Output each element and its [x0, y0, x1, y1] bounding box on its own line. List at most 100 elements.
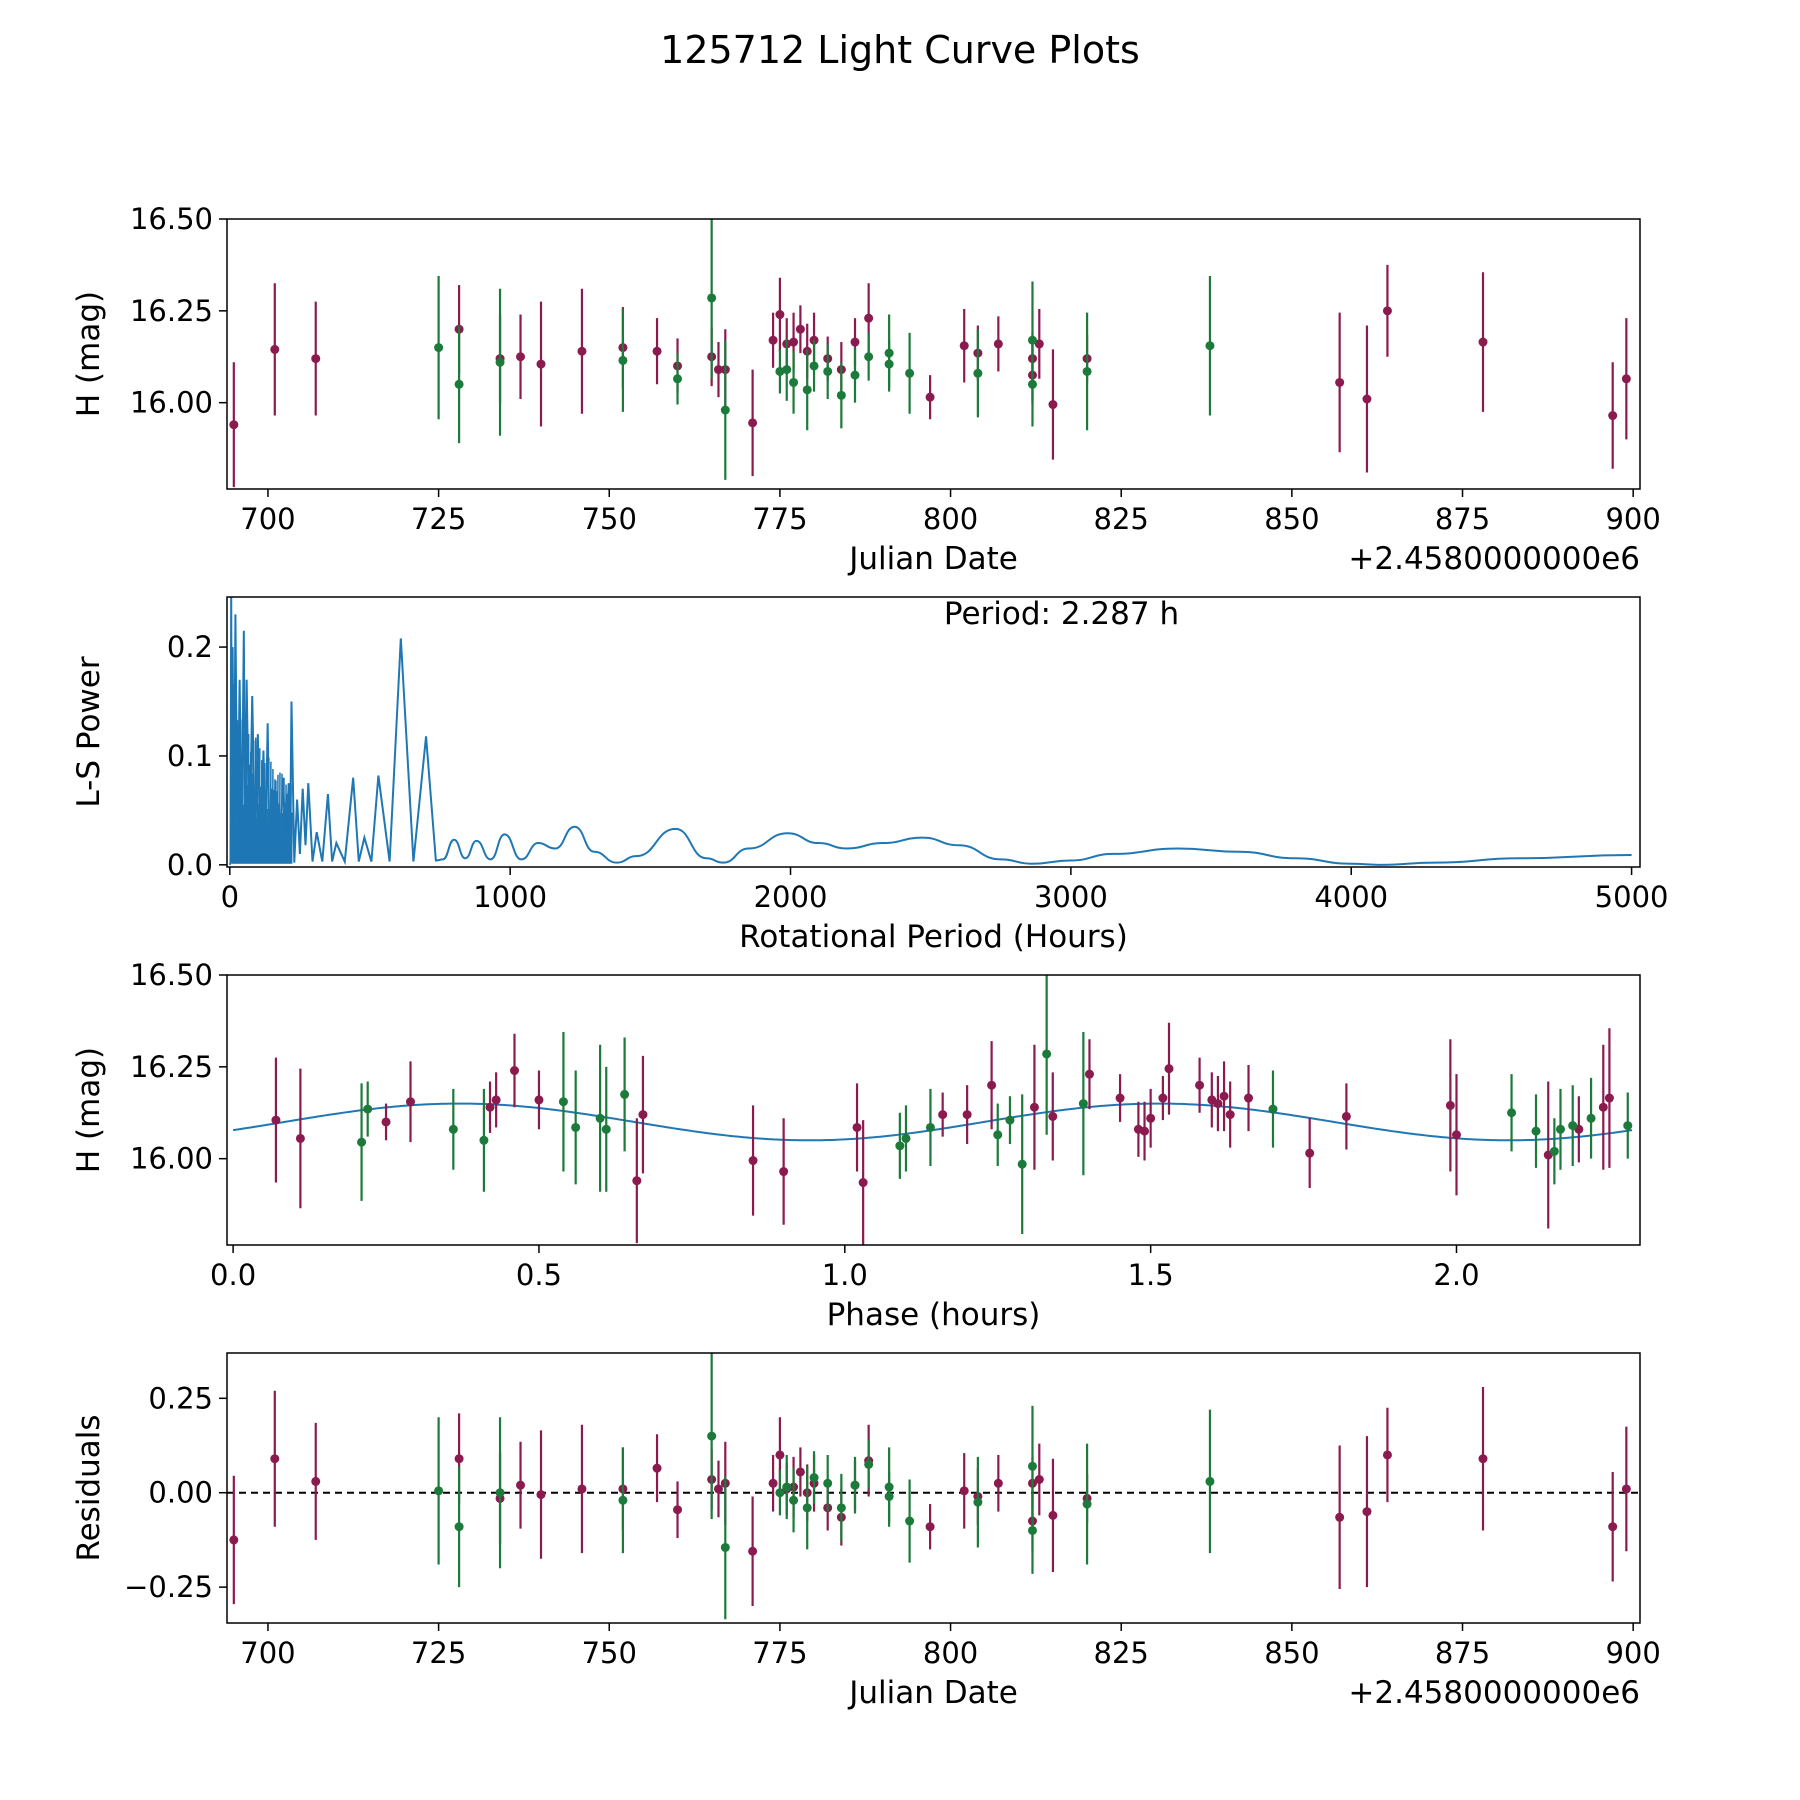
lightcurve-xtick-label: 700: [240, 502, 295, 536]
lightcurve-data-point: [850, 337, 860, 347]
phase-data-point: [779, 1167, 789, 1177]
periodogram-spike: [280, 773, 283, 864]
residuals-xtick-label: 825: [1094, 1636, 1149, 1670]
residuals-data-point: [707, 1431, 717, 1441]
phase-data-point: [534, 1095, 544, 1105]
phase-data-point: [363, 1104, 373, 1114]
residuals-data-point: [959, 1486, 969, 1496]
phase-data-point: [1195, 1080, 1205, 1090]
period-annotation: Period: 2.287 h: [944, 596, 1179, 632]
periodogram-spike: [250, 749, 253, 864]
periodogram-spike: [272, 789, 275, 864]
lightcurve-data-point: [536, 359, 546, 369]
residuals-data-point: [775, 1450, 785, 1460]
periodogram-spike: [289, 784, 292, 864]
residuals-data-point: [495, 1488, 505, 1498]
phase-data-point: [1604, 1093, 1614, 1103]
periodogram-spike: [274, 780, 277, 864]
periodogram-alias-spikes: [231, 684, 293, 864]
periodogram-xtick-label: 1000: [473, 880, 547, 914]
phase-data-point: [1029, 1102, 1039, 1112]
residuals-xtick-label: 875: [1435, 1636, 1490, 1670]
residuals-data-point: [1362, 1507, 1372, 1517]
periodogram-spike: [251, 773, 254, 864]
phase-data-point: [1305, 1148, 1315, 1158]
residuals-ytick-label: 0.00: [148, 1476, 213, 1510]
phase-data-point: [509, 1066, 519, 1076]
residuals-series-b: [434, 1353, 1215, 1620]
phase-data-point: [1555, 1124, 1565, 1134]
phase-ytick-label: 16.50: [130, 958, 213, 992]
lightcurve-data-point: [782, 365, 792, 375]
periodogram-spike: [242, 804, 245, 864]
phase-data-point: [987, 1080, 997, 1090]
lightcurve-xtick-label: 900: [1605, 502, 1660, 536]
lightcurve-data-point: [993, 339, 1003, 349]
lightcurve-series-b: [434, 219, 1215, 480]
residuals-data-point: [823, 1478, 833, 1488]
phase-data-point: [406, 1097, 416, 1107]
residuals-data-point: [905, 1516, 915, 1526]
lightcurve-data-point: [720, 405, 730, 415]
phase-frame: [226, 974, 1641, 1246]
phase-data-point: [1084, 1069, 1094, 1079]
lightcurve-data-point: [1335, 377, 1345, 387]
phase-data-point: [1341, 1111, 1351, 1121]
periodogram-spike: [236, 720, 239, 864]
phase-data-point: [1549, 1146, 1559, 1156]
periodogram-ytick-label: 0.2: [167, 630, 213, 664]
phase-data-point: [925, 1122, 935, 1132]
lightcurve-data-point: [836, 390, 846, 400]
lightcurve-data-point: [864, 313, 874, 323]
periodogram-spike: [243, 712, 246, 864]
lightcurve-data-point: [270, 344, 280, 354]
periodogram-spike: [239, 719, 242, 864]
residuals-data-point: [618, 1495, 628, 1505]
periodogram-ytick-label: 0.0: [167, 848, 213, 882]
residuals-xtick-label: 700: [240, 1636, 295, 1670]
periodogram-spike: [270, 802, 273, 864]
residuals-data-point: [1027, 1461, 1037, 1471]
phase-data-point: [1213, 1099, 1223, 1109]
residuals-data-point: [1027, 1525, 1037, 1535]
periodogram-xtick-label: 3000: [1034, 880, 1108, 914]
phase-data-point: [1005, 1115, 1015, 1125]
lightcurve-data-point: [775, 366, 785, 376]
lightcurve-data-point: [884, 359, 894, 369]
phase-data-point: [632, 1176, 642, 1186]
residuals-data-point: [864, 1459, 874, 1469]
periodogram-spike: [259, 786, 262, 864]
phase-data-point: [1219, 1091, 1229, 1101]
phase-data-point: [1042, 1049, 1052, 1059]
residuals-data-point: [1205, 1476, 1215, 1486]
lightcurve-ylabel: H (mag): [71, 291, 107, 417]
phase-data-point: [858, 1178, 868, 1188]
periodogram-spike: [286, 792, 289, 864]
periodogram-spike: [288, 802, 291, 864]
periodogram-spike: [247, 734, 250, 864]
lightcurve-data-point: [652, 346, 662, 356]
phase-xtick-label: 1.5: [1128, 1258, 1174, 1292]
phase-data-point: [901, 1133, 911, 1143]
lightcurve-data-point: [516, 352, 526, 362]
residuals-data-point: [850, 1480, 860, 1490]
lightcurve-data-point: [1608, 411, 1618, 421]
lightcurve-data-point: [713, 365, 723, 375]
residuals-xtick-label: 725: [411, 1636, 466, 1670]
periodogram-spike: [277, 804, 280, 864]
periodogram-spike: [248, 764, 251, 864]
residuals-plot-area: [227, 1353, 1640, 1620]
lightcurve-data-point: [673, 374, 683, 384]
lightcurve-data-point: [707, 293, 717, 303]
phase-data-point: [1445, 1100, 1455, 1110]
lightcurve-data-point: [434, 343, 444, 353]
phase-data-point: [479, 1135, 489, 1145]
phase-series-a: [271, 1022, 1614, 1245]
phase-data-point: [962, 1110, 972, 1120]
lightcurve-panel: 700 725 750 775 800 825 850 875 900 16.00 16.25 16.…: [71, 202, 1661, 577]
phase-data-point: [1017, 1159, 1027, 1169]
periodogram-spike: [241, 712, 244, 864]
residuals-data-point: [748, 1546, 758, 1556]
periodogram-spike: [249, 752, 252, 864]
phase-data-point: [1158, 1093, 1168, 1103]
